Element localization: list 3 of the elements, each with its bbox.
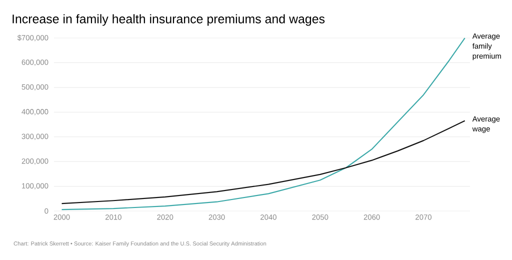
line-series xyxy=(61,120,466,204)
line-series xyxy=(61,37,466,210)
chart-title: Increase in family health insurance premiums and wages xyxy=(12,14,325,26)
